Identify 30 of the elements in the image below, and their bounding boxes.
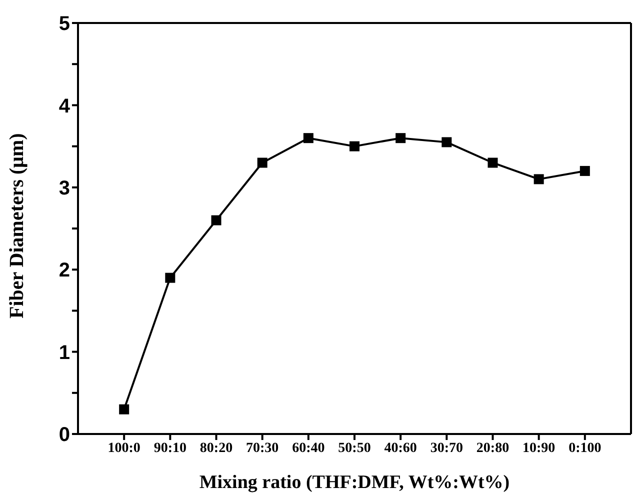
- point: [257, 158, 268, 168]
- x-tick-label: 80:20: [200, 440, 233, 456]
- x-tick-label: 20:80: [476, 440, 510, 456]
- y-tick-label: 3: [58, 178, 70, 200]
- x-axis-title: Mixing ratio (THF:DMF, Wt%:Wt%): [199, 472, 510, 493]
- y-tick-label: 0: [58, 424, 70, 446]
- point: [396, 133, 406, 144]
- point: [534, 174, 544, 184]
- point: [580, 166, 590, 176]
- x-tick-label: 50:50: [338, 440, 371, 456]
- y-tick-label: 2: [58, 260, 70, 282]
- point: [165, 272, 176, 283]
- x-tick-label: 0:100: [568, 440, 602, 456]
- y-tick-label: 5: [58, 13, 70, 36]
- x-tick-label: 60:40: [292, 440, 325, 456]
- point: [303, 133, 314, 144]
- point: [442, 137, 452, 148]
- x-tick-label: 70:30: [246, 440, 279, 456]
- y-tick-label: 4: [58, 95, 71, 118]
- y-tick-label: 1: [58, 342, 70, 364]
- point: [350, 141, 360, 152]
- x-tick-label: 40:60: [384, 440, 417, 456]
- x-tick-label: 100:0: [108, 440, 140, 456]
- point: [211, 215, 222, 226]
- point: [119, 404, 130, 414]
- x-tick-label: 90:10: [154, 440, 187, 456]
- x-tick-label: 10:90: [522, 440, 556, 456]
- y-axis-title: Fiber Diameters (μm): [6, 133, 28, 318]
- point: [488, 158, 498, 168]
- x-tick-label: 30:70: [430, 440, 464, 456]
